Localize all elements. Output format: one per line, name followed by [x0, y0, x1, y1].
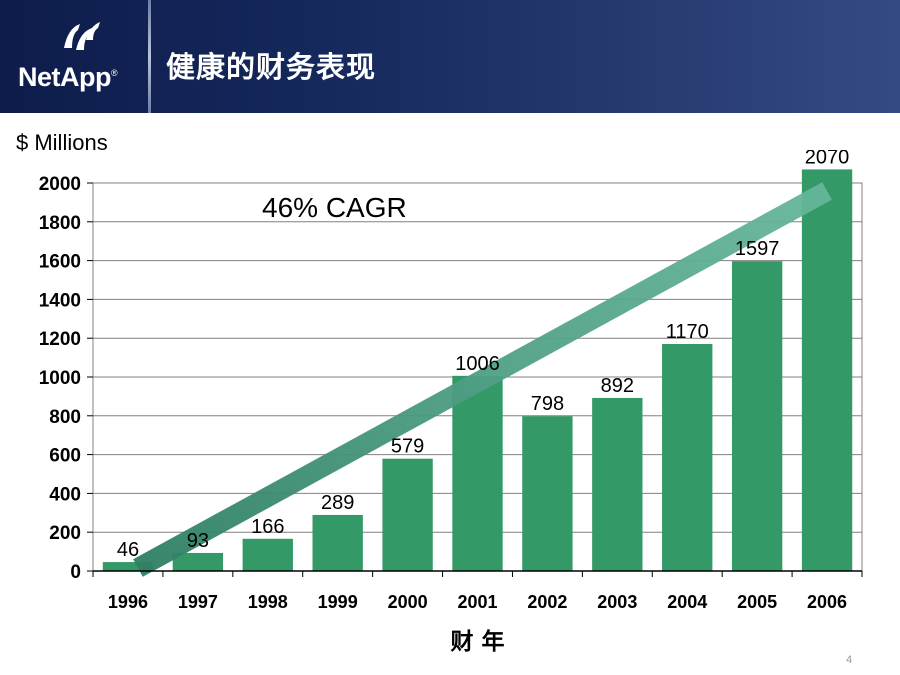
bar [801, 169, 853, 572]
y-tick-label: 1800 [39, 213, 81, 234]
x-tick-label: 1996 [108, 592, 148, 612]
cagr-annotation: 46% CAGR [262, 192, 407, 223]
x-tick-label: 2004 [667, 592, 707, 612]
slide-header: NetApp® 健康的财务表现 [0, 0, 900, 113]
netapp-logo-text: NetApp® [18, 62, 118, 93]
y-tick-label: 1600 [39, 252, 81, 273]
data-label: 1006 [455, 353, 500, 375]
bar [242, 538, 293, 571]
bar [592, 397, 643, 571]
y-tick-label: 800 [49, 407, 81, 428]
x-tick-label: 2002 [527, 592, 567, 612]
bar [102, 562, 154, 571]
y-tick-label: 600 [49, 446, 81, 467]
logo-wordmark: NetApp [18, 62, 112, 92]
units-label: $ Millions [16, 130, 108, 155]
logo-registered-mark: ® [111, 68, 118, 78]
y-tick-label: 200 [49, 523, 81, 544]
x-tick-label: 1997 [178, 592, 218, 612]
bar [452, 375, 503, 571]
y-tick-label: 1000 [39, 368, 81, 389]
bar [172, 552, 224, 571]
x-tick-label: 2000 [388, 592, 428, 612]
data-label: 579 [391, 436, 424, 458]
x-tick-label: 2005 [737, 592, 777, 612]
y-tick-label: 1400 [39, 290, 81, 311]
data-label: 289 [321, 492, 354, 514]
y-tick-label: 1200 [39, 329, 81, 350]
data-label: 892 [601, 375, 634, 397]
data-label: 166 [251, 516, 284, 538]
bar [731, 261, 783, 571]
x-tick-label: 2006 [807, 592, 847, 612]
x-tick-label: 2003 [597, 592, 637, 612]
page-title: 健康的财务表现 [166, 50, 377, 84]
data-label: 798 [531, 393, 564, 415]
bar [662, 344, 713, 571]
header-divider [148, 0, 151, 113]
x-tick-label: 2001 [457, 592, 497, 612]
data-label: 1597 [735, 238, 780, 260]
netapp-logo-mark-icon [64, 22, 100, 50]
x-tick-label: 1998 [248, 592, 288, 612]
bar [522, 416, 573, 571]
data-label: 1170 [666, 321, 709, 343]
bar [312, 514, 363, 571]
data-label: 2070 [805, 150, 850, 168]
bar [382, 458, 433, 571]
x-axis-title: 财 年 [450, 628, 504, 655]
page-number: 4 [846, 654, 853, 666]
x-tick-label: 1999 [318, 592, 358, 612]
y-tick-label: 2000 [39, 174, 81, 195]
revenue-bar-chart: 0 200 400 600 800 1000 1200 1400 1600 1800 2000 46 9… [39, 150, 863, 655]
y-tick-label: 0 [70, 562, 81, 583]
netapp-logo: NetApp® [18, 14, 136, 100]
data-label: 46 [117, 539, 139, 561]
y-tick-label: 400 [49, 484, 81, 505]
data-label: 93 [187, 530, 209, 552]
trend-arrow [133, 182, 832, 577]
